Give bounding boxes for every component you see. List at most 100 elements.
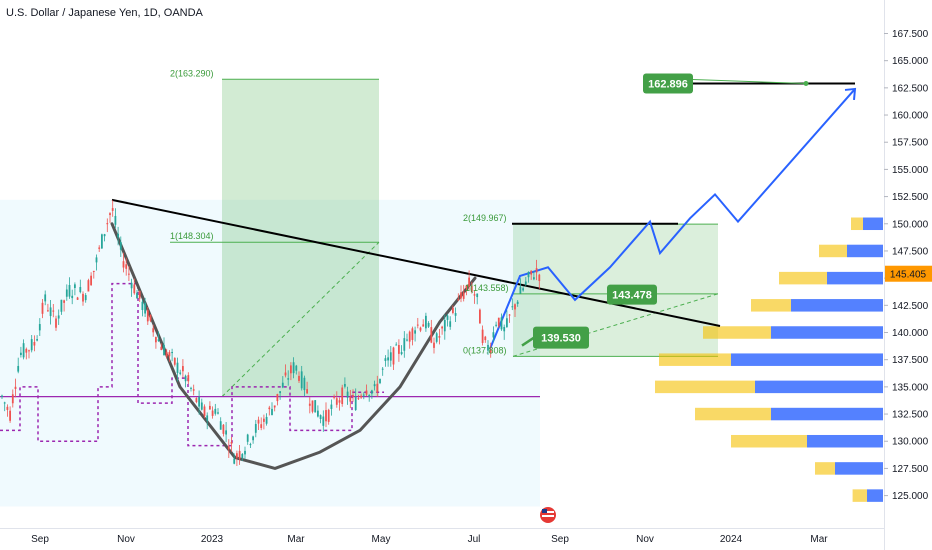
candle-body [438,336,441,338]
candle-body [90,275,92,286]
candle-body [414,330,416,334]
candle-body [168,352,171,357]
candle-body [349,396,352,402]
candle-body [22,343,25,358]
vp-bar-down [703,326,771,339]
candle-body [327,409,330,422]
candle-body [306,389,308,394]
candle-body [276,394,279,402]
candle-body [292,362,295,374]
candle-body [190,387,192,389]
candle-body [443,319,446,332]
candle-body [244,450,246,455]
candle-body [130,282,133,289]
vp-bar-down [751,299,791,312]
candle-body [527,272,530,278]
candle-body [317,410,319,417]
candle-body [395,344,398,346]
candle-body [473,294,476,296]
candle-body [311,400,314,412]
candle-body [333,396,335,398]
y-tick-label: 165.000 [892,56,929,67]
candle-body [68,284,71,297]
vp-bar-up [771,407,883,421]
candle-body [516,301,519,304]
candle-body [246,434,249,442]
candle-body [300,371,303,389]
y-tick-label: 135.000 [892,382,929,393]
candle-body [284,372,287,376]
candle-body [95,257,98,263]
candle-body [492,332,495,338]
price-tag [885,265,932,282]
y-tick-label: 127.500 [892,464,929,475]
vp-bar-up [867,489,883,502]
candle-body [136,292,138,299]
y-tick-label: 160.000 [892,111,929,122]
vp-bar-up [863,217,883,231]
candle-body [230,441,233,444]
candle-body [279,391,281,394]
candle-body [76,297,79,300]
candle-body [176,362,179,373]
candle-body [117,233,119,238]
candle-body [209,405,211,410]
vp-bar-down [779,271,827,285]
candle-body [522,288,524,291]
vp-bar-down [815,462,835,475]
vp-bar-up [835,462,883,475]
candle-body [357,398,360,400]
candle-body [30,339,33,351]
candle-body [465,285,468,289]
drawings-layer [0,82,857,470]
x-tick-label: Mar [810,534,828,545]
y-tick-label: 162.500 [892,83,929,94]
candle-body [6,406,9,410]
candle-body [198,397,200,407]
candle-body [354,397,357,410]
candle-body [273,405,276,408]
candle-body [416,324,419,326]
candle-body [430,327,433,343]
candle-body [530,270,533,275]
candle-body [519,286,522,294]
candle-body [71,295,74,299]
flag-icon[interactable] [540,507,556,523]
candle-body [290,365,292,374]
candle-body [165,351,168,357]
annotation-badge [643,73,693,94]
candle-body [260,424,263,428]
candle-body [92,270,95,273]
annotation-text: 143.478 [612,290,652,302]
candle-body [192,389,195,391]
candle-body [249,444,252,446]
candle-body [263,418,265,422]
candle-body [41,302,44,314]
y-tick-label: 147.500 [892,246,929,257]
candle-body [449,321,452,327]
candle-body [219,421,222,430]
x-tick-label: Nov [636,534,654,545]
candle-body [460,292,462,299]
candle-body [433,342,435,348]
x-tick-label: Sep [31,534,49,545]
candle-body [338,400,341,403]
candle-body [425,315,427,329]
candle-body [141,301,144,310]
candle-body [506,318,508,327]
candle-body [325,410,327,422]
candle-body [387,357,389,361]
vp-bar-up [827,271,883,285]
candle-body [441,326,443,329]
candle-body [303,377,306,391]
candle-body [125,264,128,269]
candle-body [214,408,217,414]
y-tick-label: 142.500 [892,301,929,312]
y-tick-label: 150.000 [892,219,929,230]
price-axis: 125.000 127.500 130.000 132.500 135.000 137.5… [884,29,932,502]
candle-body [171,352,173,354]
candle-body [462,292,465,299]
candle-body [533,277,535,280]
candle-body [55,318,57,328]
candle-body [484,336,487,341]
